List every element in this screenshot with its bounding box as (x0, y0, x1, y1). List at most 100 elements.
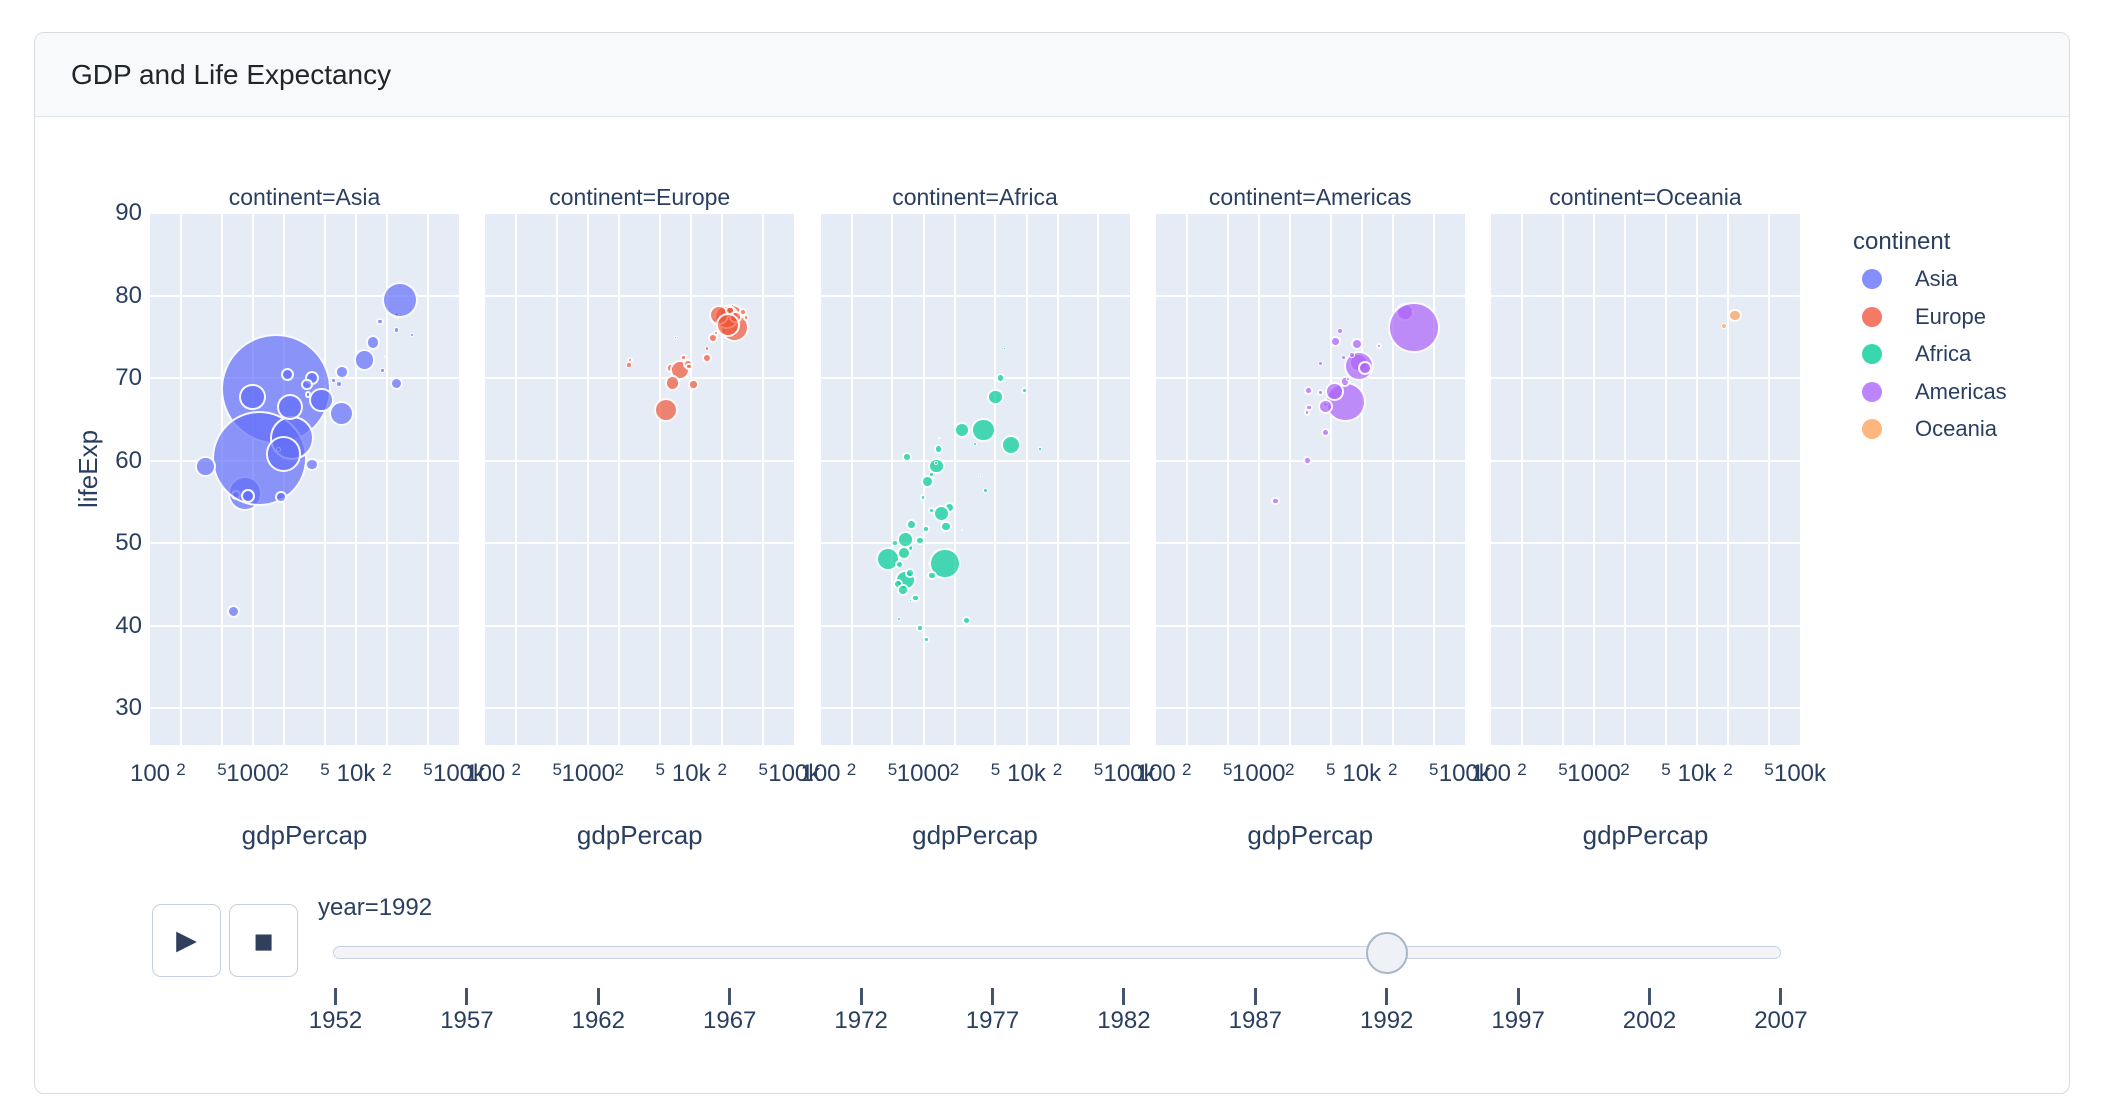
bubble[interactable] (707, 332, 718, 343)
bubble[interactable] (923, 636, 930, 643)
bubble[interactable] (1317, 399, 1334, 415)
bubble[interactable] (978, 473, 982, 477)
bubble[interactable] (1320, 427, 1331, 438)
bubble[interactable] (309, 388, 334, 413)
bubble[interactable] (995, 373, 1006, 383)
bubble[interactable] (738, 307, 748, 317)
bubble[interactable] (916, 623, 925, 632)
year-slider-track[interactable] (333, 946, 1781, 959)
bubble[interactable] (383, 355, 386, 358)
bubble[interactable] (1375, 342, 1382, 349)
bubble[interactable] (653, 397, 679, 423)
bubble[interactable] (1000, 434, 1021, 455)
bubble[interactable] (240, 488, 256, 504)
bubble[interactable] (1271, 496, 1280, 506)
bubble[interactable] (1728, 308, 1742, 323)
bubble[interactable] (1340, 354, 1346, 360)
bubble[interactable] (1325, 381, 1344, 401)
bubble[interactable] (382, 282, 419, 319)
bubble[interactable] (922, 524, 931, 533)
bubble[interactable] (906, 519, 918, 531)
bubble[interactable] (365, 335, 381, 350)
bubble[interactable] (300, 378, 313, 391)
bubble[interactable] (987, 388, 1004, 406)
bubble[interactable] (973, 441, 978, 447)
bubble[interactable] (410, 333, 414, 337)
bubble[interactable] (715, 312, 741, 338)
bubble[interactable] (894, 559, 904, 570)
bubble[interactable] (915, 535, 926, 546)
bubble[interactable] (265, 436, 302, 472)
bubble[interactable] (328, 400, 355, 426)
bubble[interactable] (1317, 389, 1324, 397)
bubble[interactable] (276, 393, 304, 421)
bubble[interactable] (305, 457, 319, 472)
bubble[interactable] (1303, 456, 1312, 465)
bubble[interactable] (702, 353, 713, 364)
bubble[interactable] (961, 615, 972, 626)
bubble[interactable] (1304, 386, 1313, 395)
bubble[interactable] (376, 317, 384, 325)
bubble[interactable] (932, 504, 950, 522)
stop-button[interactable]: ■ (229, 904, 298, 977)
bubble[interactable] (901, 451, 913, 463)
bubble[interactable] (688, 379, 699, 390)
bubble[interactable] (1351, 338, 1364, 351)
bubble[interactable] (742, 314, 750, 322)
bubble[interactable] (919, 494, 926, 501)
bubble[interactable] (330, 378, 336, 383)
bubble[interactable] (1339, 376, 1351, 387)
bubble[interactable] (961, 528, 964, 531)
bubble[interactable] (1021, 386, 1029, 394)
bubble[interactable] (897, 584, 909, 596)
play-button[interactable]: ▶ (152, 904, 221, 977)
bubble[interactable] (908, 599, 912, 603)
bubble[interactable] (704, 346, 710, 351)
bubble[interactable] (390, 377, 404, 391)
bubble[interactable] (334, 365, 349, 380)
bubble[interactable] (911, 594, 920, 603)
bubble[interactable] (1337, 328, 1343, 334)
bubble[interactable] (664, 375, 681, 391)
bubble[interactable] (275, 490, 288, 503)
bubble[interactable] (1330, 336, 1341, 347)
bubble[interactable] (227, 604, 241, 618)
bubble[interactable] (626, 356, 634, 364)
bubble[interactable] (674, 336, 677, 339)
bubble[interactable] (1318, 360, 1324, 366)
bubble[interactable] (1357, 360, 1373, 376)
bubble[interactable] (933, 444, 943, 454)
bubble[interactable] (1721, 323, 1728, 329)
bubble[interactable] (685, 362, 693, 371)
bubble[interactable] (336, 380, 343, 387)
bubble[interactable] (940, 520, 952, 533)
year-slider-handle[interactable] (1365, 932, 1408, 974)
bubble[interactable] (928, 472, 934, 477)
bubble[interactable] (353, 349, 376, 371)
gridline (1491, 542, 1800, 544)
bubble[interactable] (896, 616, 901, 622)
bubble[interactable] (1303, 409, 1311, 416)
bubble[interactable] (380, 368, 385, 373)
bubble[interactable] (239, 383, 266, 411)
bubble[interactable] (1387, 301, 1440, 354)
bubble[interactable] (905, 567, 915, 578)
bubble[interactable] (896, 545, 911, 560)
bubble[interactable] (954, 421, 971, 439)
bubble[interactable] (1038, 447, 1042, 451)
bubble[interactable] (933, 460, 938, 466)
bubble[interactable] (938, 437, 941, 440)
bubble[interactable] (195, 456, 216, 477)
bubble[interactable] (927, 570, 937, 580)
bubble[interactable] (970, 417, 996, 443)
bubble[interactable] (921, 474, 935, 488)
bubble[interactable] (280, 367, 295, 382)
gridline (426, 213, 429, 745)
bubble[interactable] (1349, 352, 1355, 358)
facet-title-africa: continent=Africa (892, 184, 1058, 210)
bubble[interactable] (393, 327, 400, 334)
bubble[interactable] (1003, 347, 1006, 350)
bubble[interactable] (983, 487, 989, 493)
bubble[interactable] (928, 458, 945, 475)
bubble[interactable] (1346, 377, 1350, 381)
